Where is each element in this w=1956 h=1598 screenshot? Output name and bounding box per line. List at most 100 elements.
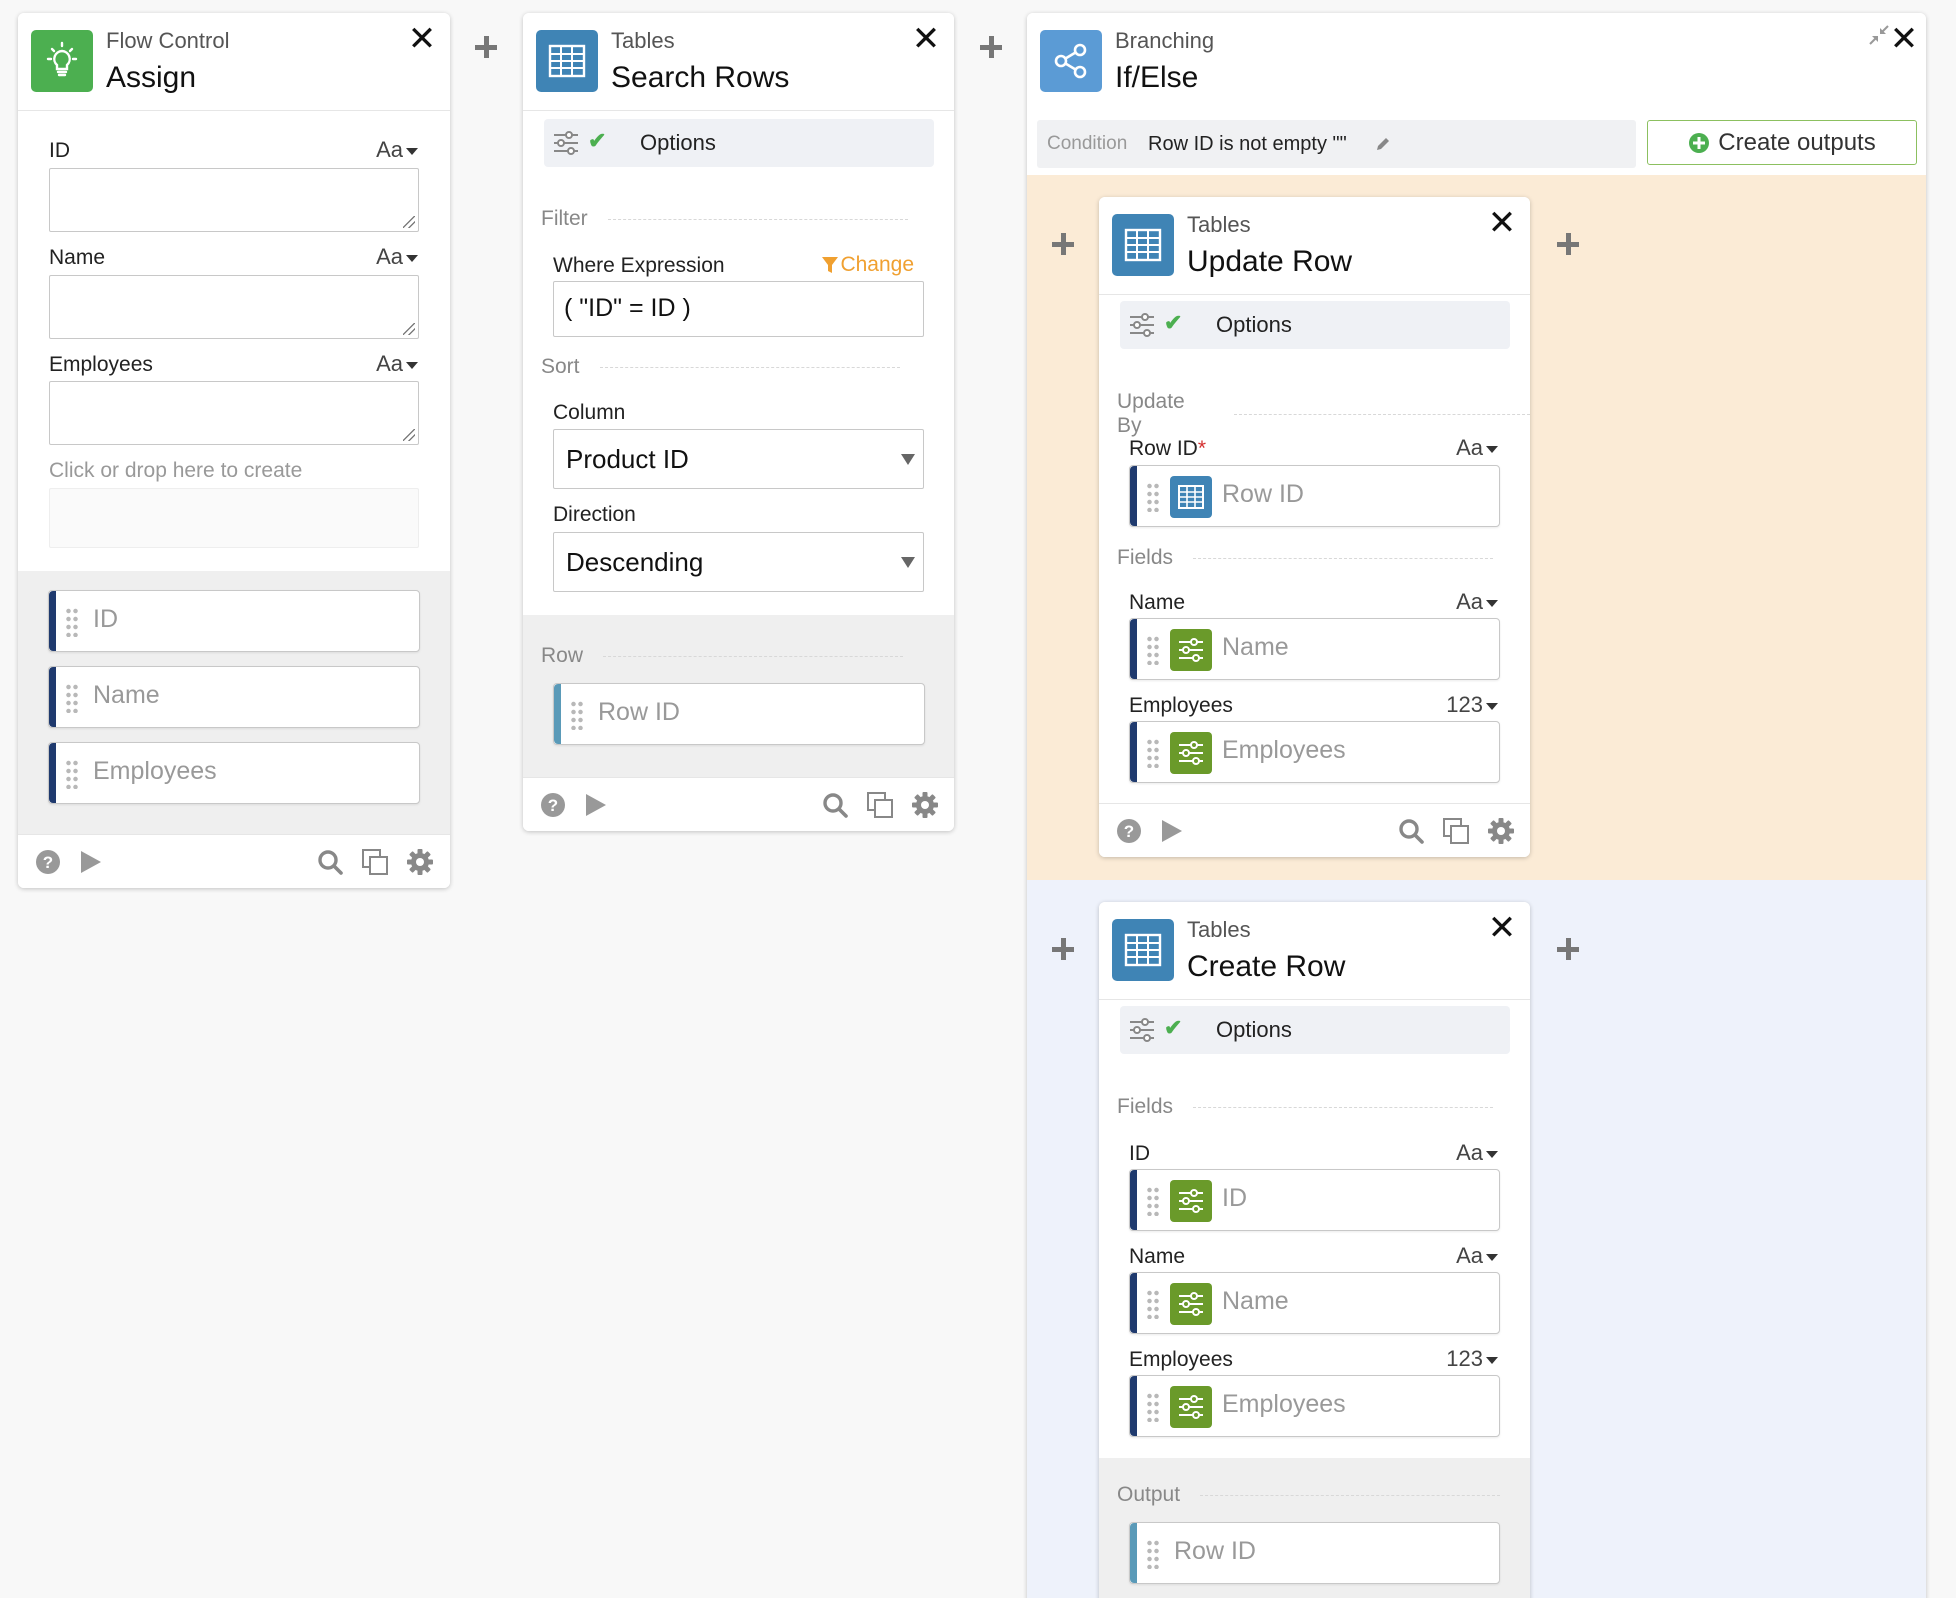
close-icon[interactable]: ✕ <box>407 20 437 58</box>
search-icon[interactable] <box>316 848 344 876</box>
card-category: Tables <box>1187 917 1251 942</box>
close-icon[interactable]: ✕ <box>911 20 941 58</box>
play-icon[interactable] <box>1157 817 1185 845</box>
output-pill-row-id[interactable]: Row ID <box>1129 1522 1500 1584</box>
type-selector-employees[interactable]: Aa <box>376 351 418 377</box>
help-icon[interactable]: ? <box>539 791 567 819</box>
card-title: If/Else <box>1115 61 1199 94</box>
type-selector-name[interactable]: Aa <box>1456 589 1498 615</box>
direction-select[interactable]: Descending <box>553 532 924 592</box>
pill-bar <box>1130 1523 1137 1583</box>
gear-icon[interactable] <box>911 791 939 819</box>
name-pill[interactable]: Name <box>1129 618 1500 680</box>
grip-icon[interactable] <box>65 683 79 713</box>
plus-icon[interactable] <box>1049 230 1077 258</box>
options-toggle[interactable]: ✔ Options <box>1120 1006 1510 1054</box>
type-selector-row-id[interactable]: Aa <box>1456 435 1498 461</box>
condition-value: Row ID is not empty "" <box>1148 133 1347 155</box>
drop-zone[interactable] <box>49 488 419 548</box>
play-icon[interactable] <box>581 791 609 819</box>
pill-bar <box>49 743 56 803</box>
employees-pill[interactable]: Employees <box>1129 1375 1500 1437</box>
variable-icon <box>1170 732 1212 774</box>
copy-icon[interactable] <box>866 791 894 819</box>
update-row-card: Tables Update Row ✕ ✔ Options Update By … <box>1099 197 1530 857</box>
employees-pill[interactable]: Employees <box>1129 721 1500 783</box>
type-selector-id[interactable]: Aa <box>376 137 418 163</box>
gear-icon[interactable] <box>1487 817 1515 845</box>
outputs-area: ID Name Employees <box>18 571 450 834</box>
change-label: Change <box>840 253 914 276</box>
create-outputs-button[interactable]: Create outputs <box>1647 120 1917 165</box>
close-icon[interactable]: ✕ <box>1487 204 1517 242</box>
column-select[interactable]: Product ID <box>553 429 924 489</box>
type-selector-name[interactable]: Aa <box>1456 1243 1498 1269</box>
plus-icon[interactable] <box>1554 935 1582 963</box>
where-expression-input[interactable]: ( "ID" = ID ) <box>553 281 924 337</box>
grip-icon[interactable] <box>1146 1289 1160 1319</box>
plus-icon[interactable] <box>472 33 500 61</box>
type-selector-name[interactable]: Aa <box>376 244 418 270</box>
change-filter-link[interactable]: Change <box>822 253 914 277</box>
type-selector-employees[interactable]: 123 <box>1446 692 1498 718</box>
card-footer: ? <box>523 777 954 831</box>
gear-icon[interactable] <box>406 848 434 876</box>
condition-bar[interactable]: Condition Row ID is not empty "" <box>1037 120 1636 168</box>
options-toggle[interactable]: ✔ Options <box>544 119 934 167</box>
play-icon[interactable] <box>76 848 104 876</box>
output-pill-row-id[interactable]: Row ID <box>553 683 925 745</box>
collapse-icon[interactable] <box>1868 24 1890 46</box>
options-toggle[interactable]: ✔ Options <box>1120 301 1510 349</box>
id-textarea[interactable] <box>49 168 419 232</box>
pill-bar <box>49 667 56 727</box>
close-icon[interactable]: ✕ <box>1487 909 1517 947</box>
grip-icon[interactable] <box>1146 1392 1160 1422</box>
grip-icon[interactable] <box>1146 635 1160 665</box>
copy-icon[interactable] <box>361 848 389 876</box>
name-textarea[interactable] <box>49 275 419 339</box>
card-category: Branching <box>1115 28 1215 53</box>
options-label: Options <box>640 130 716 155</box>
grip-icon[interactable] <box>1146 1539 1160 1569</box>
variable-icon <box>1170 1283 1212 1325</box>
search-icon[interactable] <box>1397 817 1425 845</box>
id-pill[interactable]: ID <box>1129 1169 1500 1231</box>
search-icon[interactable] <box>821 791 849 819</box>
name-pill[interactable]: Name <box>1129 1272 1500 1334</box>
help-icon[interactable]: ? <box>1115 817 1143 845</box>
type-selector-employees[interactable]: 123 <box>1446 1346 1498 1372</box>
grip-icon[interactable] <box>1146 738 1160 768</box>
copy-icon[interactable] <box>1442 817 1470 845</box>
chevron-down-icon <box>901 454 915 465</box>
output-pill-employees[interactable]: Employees <box>48 742 420 804</box>
pencil-icon[interactable] <box>1374 135 1392 153</box>
sliders-icon <box>554 131 578 155</box>
grip-icon[interactable] <box>570 700 584 730</box>
assign-card: Flow Control Assign ✕ ID Aa Name Aa Empl… <box>18 13 450 888</box>
grip-icon[interactable] <box>1146 482 1160 512</box>
condition-label: Condition <box>1047 133 1128 154</box>
help-icon[interactable]: ? <box>34 848 62 876</box>
employees-textarea[interactable] <box>49 381 419 445</box>
output-pill-id[interactable]: ID <box>48 590 420 652</box>
plus-icon[interactable] <box>1554 230 1582 258</box>
create-header: Tables Create Row ✕ <box>1099 902 1530 1000</box>
card-category: Tables <box>611 28 675 53</box>
required-mark: * <box>1197 437 1207 460</box>
plus-icon[interactable] <box>1049 935 1077 963</box>
pill-text: Name <box>1222 1287 1289 1315</box>
field-label-name: Name <box>1129 1245 1186 1268</box>
type-selector-id[interactable]: Aa <box>1456 1140 1498 1166</box>
grip-icon[interactable] <box>65 759 79 789</box>
grip-icon[interactable] <box>1146 1186 1160 1216</box>
chevron-down-icon <box>901 557 915 568</box>
section-filter: Filter <box>541 207 908 231</box>
close-icon[interactable]: ✕ <box>1889 20 1919 58</box>
output-pill-name[interactable]: Name <box>48 666 420 728</box>
column-label: Column <box>553 401 626 424</box>
pill-text: Employees <box>1222 1390 1346 1418</box>
row-id-pill[interactable]: Row ID <box>1129 465 1500 527</box>
grip-icon[interactable] <box>65 607 79 637</box>
plus-icon[interactable] <box>977 33 1005 61</box>
if-else-card: Branching If/Else ✕ Condition Row ID is … <box>1027 13 1926 1598</box>
